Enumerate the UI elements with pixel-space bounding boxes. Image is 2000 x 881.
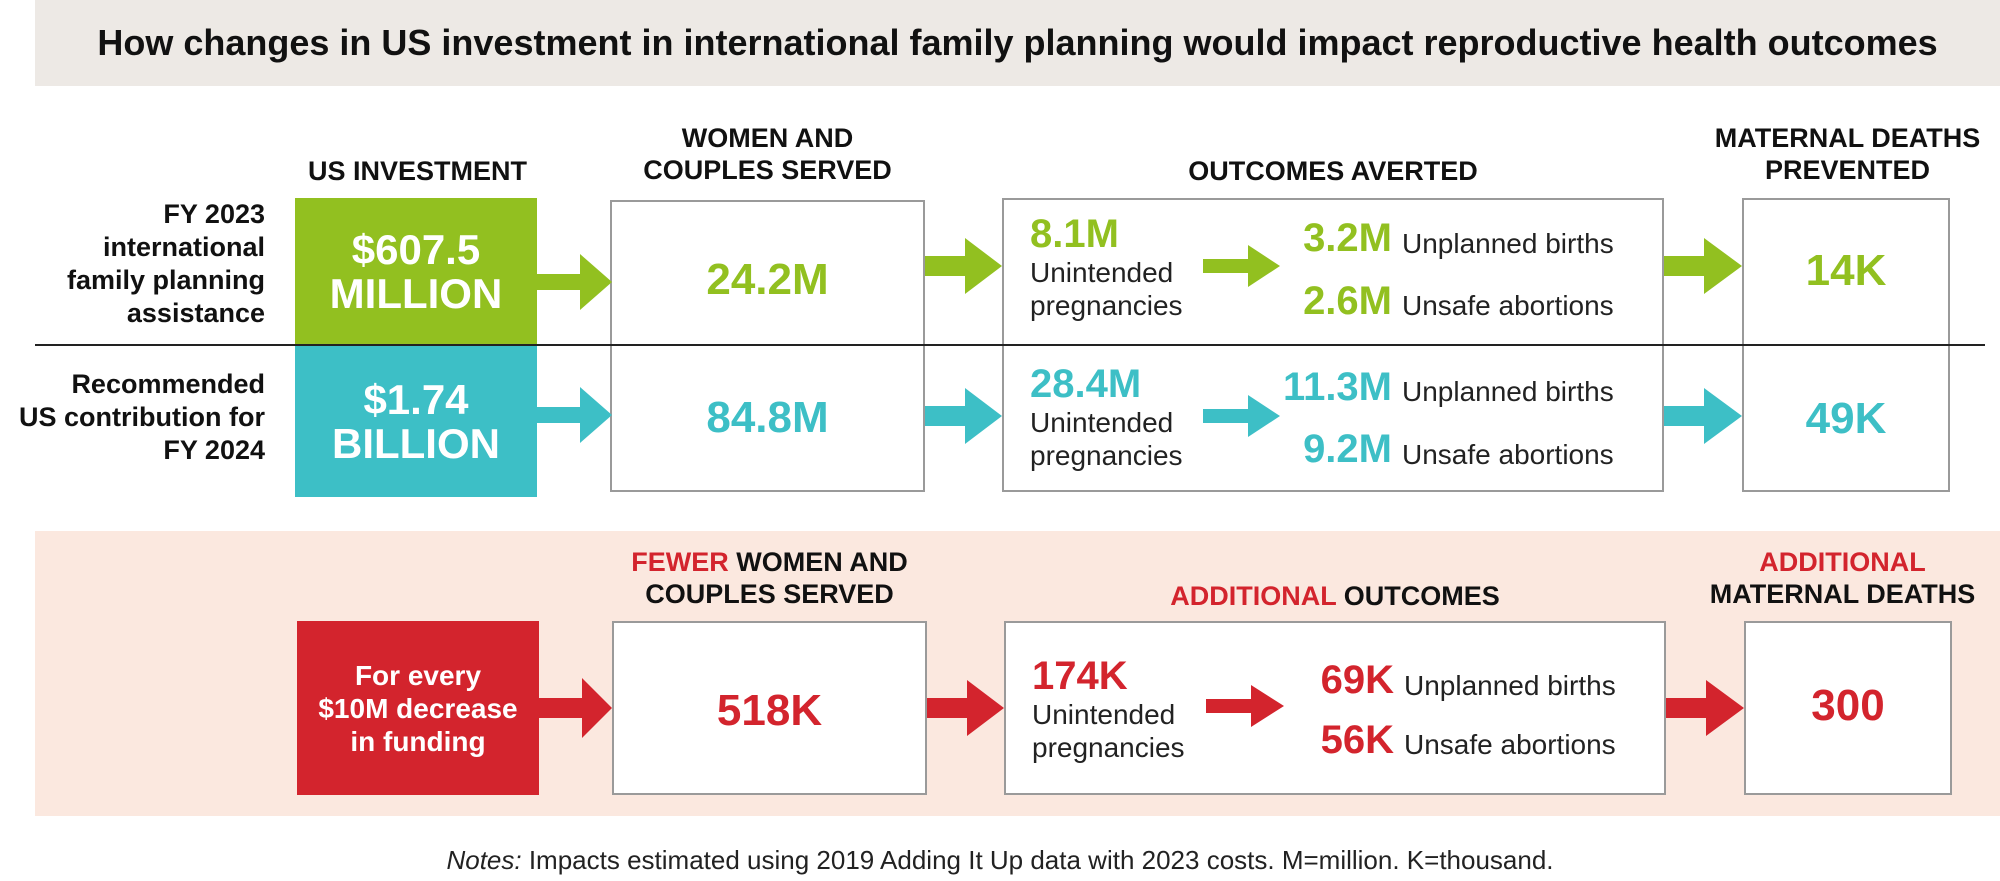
abortions-value-fy2024: 9.2M — [1303, 427, 1392, 471]
header-maternal-deaths: MATERNAL DEATHS PREVENTED — [1714, 123, 1981, 185]
additional-abortions-label: Unsafe abortions — [1404, 729, 1616, 760]
header-women-served: WOMEN AND COUPLES SERVED — [643, 123, 892, 185]
arrow-icon — [537, 387, 612, 443]
decrease-box: For every $10M decrease in funding — [297, 621, 539, 795]
header-fewer-served: FEWER WOMEN AND COUPLES SERVED — [631, 547, 908, 609]
outcome-pregnancies-fy2024: 28.4M Unintended pregnancies — [1030, 362, 1183, 471]
arrow-icon — [1203, 395, 1280, 437]
row-divider — [35, 344, 1985, 346]
arrow-icon — [927, 680, 1004, 736]
outcome-pregnancies-fy2023: 8.1M Unintended pregnancies — [1030, 212, 1183, 321]
arrow-icon — [1203, 245, 1280, 287]
arrow-icon — [925, 238, 1002, 294]
births-label-fy2024: Unplanned births — [1402, 376, 1614, 407]
additional-pregnancies: 174K Unintended pregnancies — [1032, 654, 1185, 763]
fewer-served-box — [612, 621, 927, 795]
served-box — [610, 200, 925, 492]
additional-births-value: 69K — [1320, 658, 1394, 702]
additional-deaths-box — [1744, 621, 1952, 795]
arrow-icon — [1206, 685, 1284, 727]
title-bar — [35, 0, 2000, 86]
page-title: How changes in US investment in internat… — [97, 22, 1938, 63]
abortions-label-fy2023: Unsafe abortions — [1402, 290, 1614, 321]
deaths-value-fy2023: 14K — [1805, 246, 1887, 295]
arrow-icon — [1664, 388, 1742, 444]
arrow-icon — [1666, 680, 1744, 736]
births-value-fy2023: 3.2M — [1303, 216, 1392, 260]
notes: Notes: Impacts estimated using 2019 Addi… — [0, 845, 2000, 876]
notes-label: Notes: — [446, 845, 522, 875]
header-outcomes-averted: OUTCOMES AVERTED — [1188, 156, 1478, 186]
births-label-fy2023: Unplanned births — [1402, 228, 1614, 259]
notes-text: Impacts estimated using 2019 Adding It U… — [521, 845, 1554, 875]
served-value-fy2024: 84.8M — [706, 393, 829, 442]
fewer-served-value: 518K — [716, 686, 823, 735]
births-value-fy2024: 11.3M — [1283, 365, 1392, 409]
abortions-value-fy2023: 2.6M — [1303, 279, 1392, 323]
arrow-icon — [539, 678, 612, 738]
row-label-fy2023: FY 2023 international family planning as… — [66, 199, 265, 328]
additional-outcomes-box — [1004, 621, 1666, 795]
arrow-icon — [1664, 238, 1742, 294]
additional-births-label: Unplanned births — [1404, 670, 1616, 701]
served-value-fy2023: 24.2M — [706, 255, 829, 304]
row-label-fy2024: Recommended US contribution for FY 2024 — [19, 369, 265, 465]
deaths-value-fy2024: 49K — [1805, 394, 1887, 443]
additional-abortions-value: 56K — [1320, 718, 1394, 762]
abortions-label-fy2024: Unsafe abortions — [1402, 439, 1614, 470]
investment-box-fy2024: $1.74 BILLION — [295, 346, 537, 497]
arrow-icon — [537, 254, 612, 310]
investment-box-fy2023: $607.5 MILLION — [295, 198, 537, 346]
additional-deaths-value: 300 — [1811, 681, 1885, 730]
header-additional-outcomes: ADDITIONAL OUTCOMES — [1170, 581, 1500, 611]
header-additional-deaths: ADDITIONAL MATERNAL DEATHS — [1709, 547, 1976, 609]
header-us-investment: US INVESTMENT — [307, 156, 528, 186]
arrow-icon — [925, 388, 1002, 444]
